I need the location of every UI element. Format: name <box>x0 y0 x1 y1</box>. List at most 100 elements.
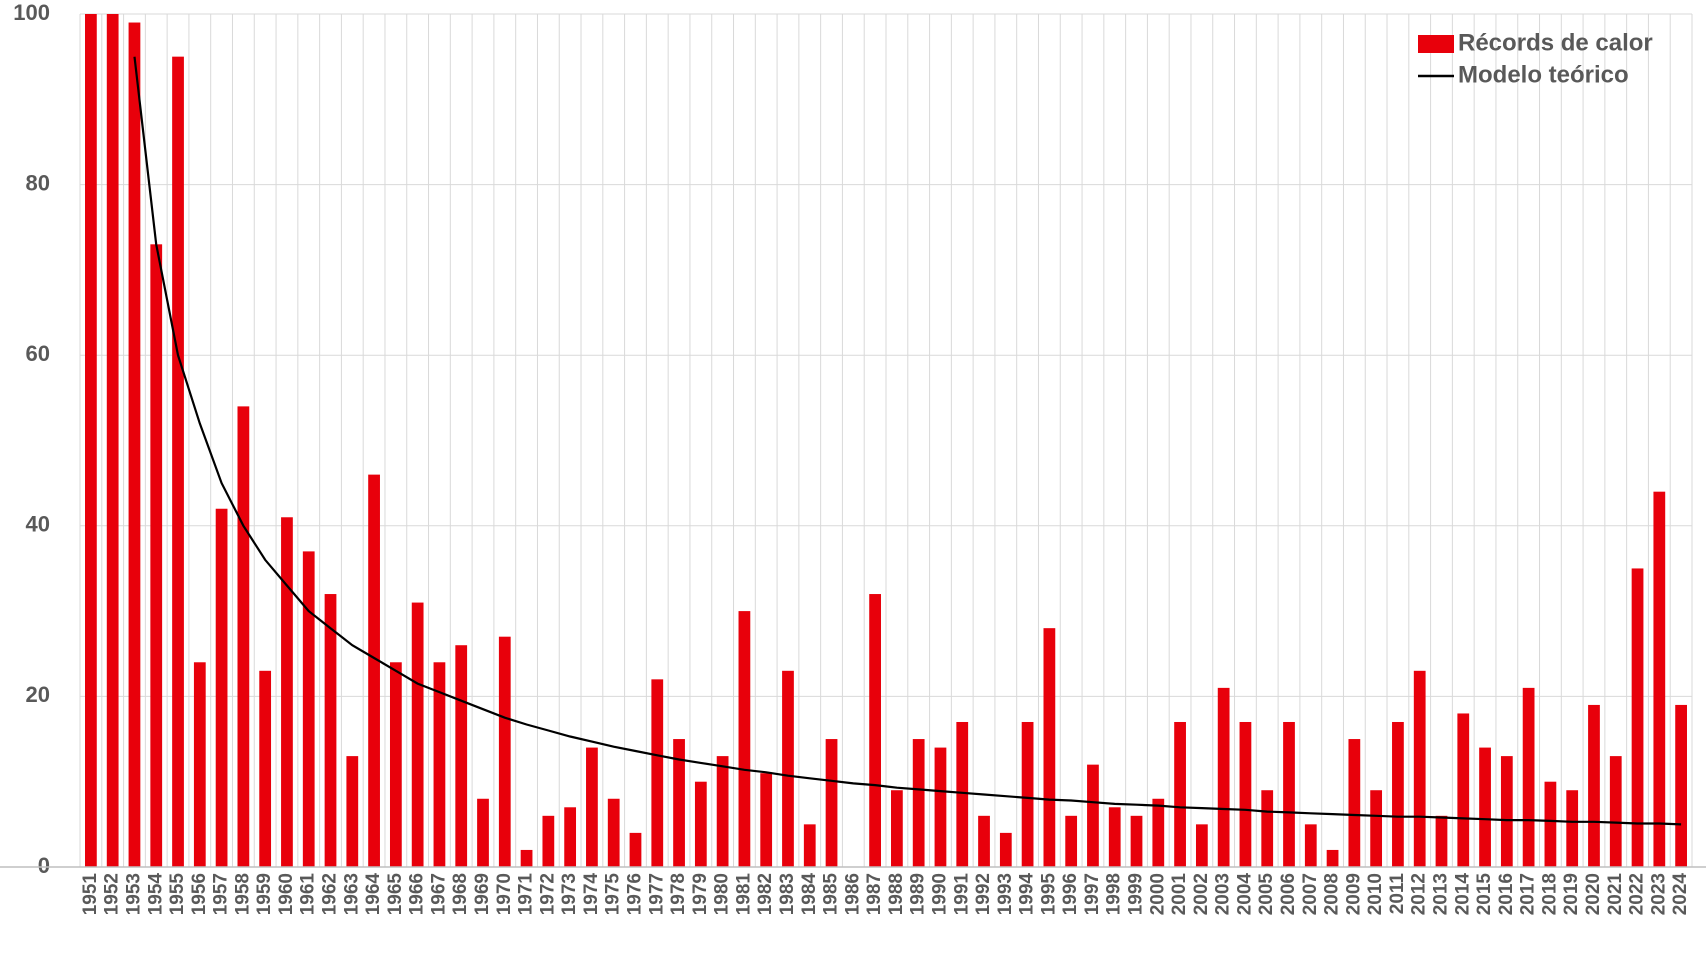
x-tick-label: 2013 <box>1431 873 1452 915</box>
bar <box>281 517 293 867</box>
x-tick-label: 1956 <box>189 873 210 915</box>
x-tick-label: 1958 <box>232 873 253 915</box>
bar <box>651 679 664 867</box>
x-tick-label: 1985 <box>821 873 842 916</box>
bar <box>1195 824 1208 867</box>
y-tick-label: 40 <box>26 512 50 537</box>
bar <box>150 244 163 867</box>
x-tick-label: 1959 <box>254 873 275 915</box>
y-tick-label: 80 <box>26 170 50 195</box>
x-tick-label: 1951 <box>80 873 101 916</box>
x-tick-label: 2008 <box>1322 873 1343 915</box>
x-tick-label: 1997 <box>1082 873 1103 915</box>
x-tick-label: 1965 <box>385 873 406 916</box>
bar <box>85 14 97 867</box>
y-tick-label: 0 <box>38 853 50 878</box>
x-tick-label: 2005 <box>1256 873 1277 916</box>
bar <box>1500 756 1513 867</box>
bar <box>760 773 773 867</box>
bar <box>1675 704 1687 867</box>
bar <box>1348 739 1361 867</box>
x-tick-label: 1972 <box>537 873 558 915</box>
x-tick-label: 1967 <box>428 873 449 915</box>
x-tick-label: 1953 <box>123 873 144 915</box>
bar <box>1087 764 1099 867</box>
bar <box>1174 721 1186 867</box>
bar <box>1283 721 1295 867</box>
bar <box>629 832 642 867</box>
bar <box>477 798 489 867</box>
x-tick-label: 1994 <box>1017 873 1038 916</box>
bar <box>716 756 729 867</box>
bar <box>673 739 685 867</box>
y-tick-label: 60 <box>26 341 50 366</box>
bar <box>694 781 707 867</box>
bar <box>1479 747 1491 867</box>
x-tick-label: 1977 <box>646 873 667 915</box>
bar <box>1065 815 1078 867</box>
x-tick-label: 2002 <box>1191 873 1212 915</box>
x-tick-label: 1974 <box>581 873 602 916</box>
bar <box>324 594 337 867</box>
legend-swatch <box>1418 35 1454 53</box>
x-tick-label: 2003 <box>1213 873 1234 915</box>
bar <box>1544 781 1557 867</box>
x-tick-label: 1961 <box>298 873 319 916</box>
bar <box>825 739 838 867</box>
x-tick-label: 1963 <box>341 873 362 915</box>
bar <box>542 815 555 867</box>
bar <box>411 602 424 867</box>
x-tick-label: 1984 <box>799 873 820 916</box>
x-tick-label: 1966 <box>407 873 428 915</box>
bar <box>912 739 925 867</box>
x-tick-label: 1960 <box>276 873 297 915</box>
x-tick-label: 1996 <box>1060 873 1081 915</box>
x-tick-label: 1989 <box>908 873 929 915</box>
bar <box>1435 815 1448 867</box>
x-tick-label: 1976 <box>625 873 646 915</box>
x-tick-label: 1973 <box>559 873 580 915</box>
bar <box>237 406 250 867</box>
model-line <box>133 56 1682 826</box>
x-tick-label: 1988 <box>886 873 907 915</box>
x-tick-label: 2001 <box>1169 873 1190 916</box>
y-tick-label: 20 <box>26 682 50 707</box>
x-tick-label: 2010 <box>1365 873 1386 915</box>
x-tick-label: 1980 <box>712 873 733 915</box>
x-tick-label: 1957 <box>211 873 232 915</box>
bar <box>1653 491 1666 867</box>
bar <box>891 790 903 867</box>
x-tick-label: 2018 <box>1539 873 1560 915</box>
x-tick-label: 1968 <box>450 873 471 915</box>
bar <box>346 756 359 867</box>
x-tick-label: 1983 <box>777 873 798 915</box>
bar <box>193 662 206 867</box>
x-tick-label: 2017 <box>1518 873 1539 915</box>
bar <box>1261 790 1274 867</box>
x-tick-label: 2004 <box>1234 873 1255 916</box>
x-tick-label: 1993 <box>995 873 1016 915</box>
bar <box>564 807 577 867</box>
bar <box>455 645 468 867</box>
bar <box>128 22 141 867</box>
x-tick-label: 1978 <box>668 873 689 915</box>
bar <box>368 474 380 867</box>
x-tick-label: 1971 <box>516 873 537 916</box>
x-tick-label: 2006 <box>1278 873 1299 915</box>
legend-label: Modelo teórico <box>1458 61 1629 88</box>
bar <box>1108 807 1121 867</box>
bar <box>302 551 315 867</box>
x-tick-label: 1982 <box>755 873 776 915</box>
bar <box>738 611 751 867</box>
x-tick-label: 1964 <box>363 873 384 916</box>
bar <box>1326 849 1339 867</box>
x-tick-label: 1991 <box>951 873 972 916</box>
x-tick-label: 2021 <box>1605 873 1626 916</box>
bar <box>1457 713 1470 867</box>
x-tick-label: 2020 <box>1583 873 1604 915</box>
x-tick-label: 1990 <box>929 873 950 915</box>
x-tick-label: 1987 <box>864 873 885 915</box>
bar <box>498 636 511 867</box>
x-tick-label: 1954 <box>145 873 166 916</box>
